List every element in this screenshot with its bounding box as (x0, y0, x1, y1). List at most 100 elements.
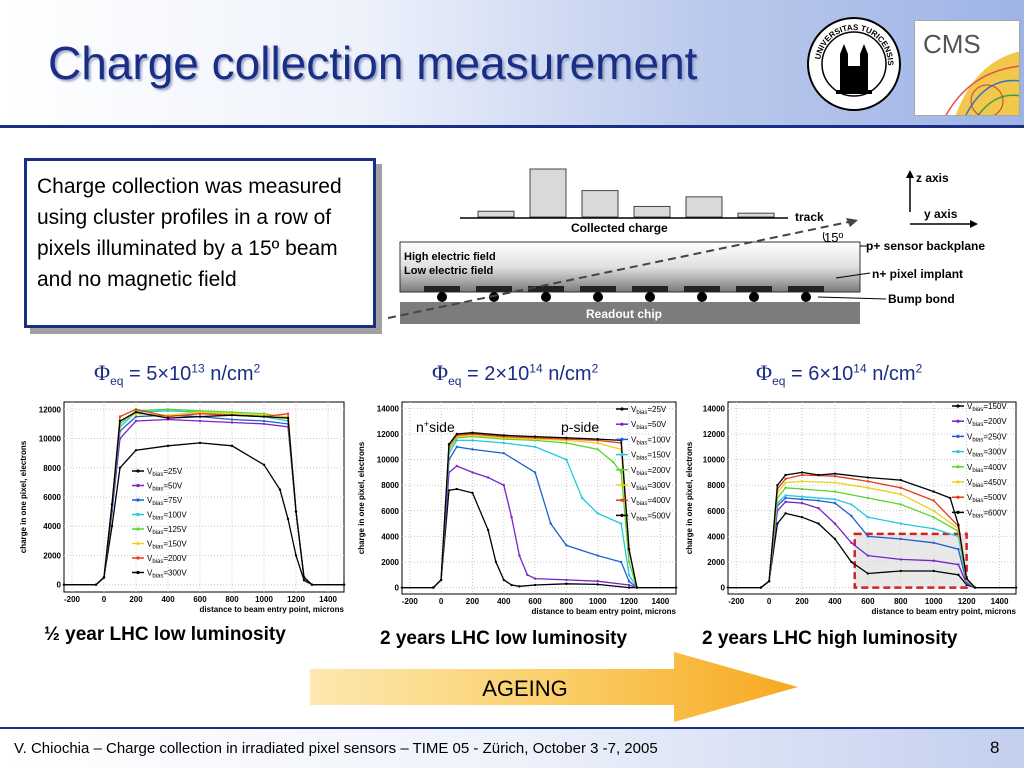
x-tick-label: 600 (528, 597, 542, 606)
x-tick-label: 200 (795, 597, 809, 606)
series-point (262, 463, 266, 467)
y-tick-label: 8000 (707, 481, 725, 490)
series-point (784, 481, 787, 484)
x-axis-title: distance to beam entry point, microns (872, 607, 1017, 616)
y-axis-title: charge in one pixel, electrons (19, 440, 28, 553)
series-point (627, 573, 631, 576)
series-point (899, 537, 902, 541)
legend-marker (956, 450, 960, 454)
series-point (302, 576, 306, 579)
series-point (494, 560, 498, 564)
x-tick-label: 1200 (620, 597, 638, 606)
series-point (620, 471, 623, 474)
series-point (262, 422, 266, 426)
x-tick-label: 800 (225, 595, 239, 604)
series-point (850, 541, 853, 544)
series-point (800, 473, 804, 477)
legend-marker (136, 541, 140, 546)
series-point (866, 572, 870, 575)
series-point (565, 441, 568, 445)
series-point (502, 441, 505, 445)
series-point (565, 582, 568, 585)
series-point (110, 525, 114, 528)
series-point (850, 503, 853, 506)
legend-label: Vbias=250V (967, 432, 1007, 443)
legend-label: Vbias=150V (967, 402, 1007, 413)
series-point (759, 586, 763, 589)
series-point (230, 421, 234, 424)
x-tick-label: 0 (102, 595, 107, 604)
y-tick-label: 0 (395, 584, 400, 593)
z-axis-label: z axis (916, 171, 949, 185)
series-point (286, 412, 290, 415)
y-axis-label: y axis (924, 207, 958, 221)
series-point (134, 408, 138, 411)
legend-marker (956, 419, 960, 423)
x-tick-label: 400 (161, 595, 175, 604)
series-point (726, 586, 730, 589)
x-tick-label: 1200 (958, 597, 976, 606)
y-tick-label: 0 (721, 584, 726, 593)
series-point (932, 559, 935, 562)
legend-label: Vbias=300V (967, 448, 1007, 459)
y-tick-label: 6000 (707, 507, 725, 516)
series-point (447, 443, 451, 446)
series-point (932, 509, 935, 512)
series-point (286, 517, 290, 521)
series-point (533, 583, 537, 587)
series-line (728, 471, 1016, 589)
x-tick-label: 0 (439, 597, 444, 606)
y-axis-title: charge in one pixel, electrons (357, 441, 366, 554)
legend-label: Vbias=400V (967, 463, 1007, 474)
series-point (899, 486, 902, 489)
y-axis-title: charge in one pixel, electrons (685, 441, 694, 554)
series-point (948, 496, 952, 500)
series-point (932, 516, 935, 519)
series-point (533, 471, 537, 474)
series-point (932, 527, 935, 530)
series-point (635, 586, 639, 589)
series-point (166, 408, 170, 411)
series-point (486, 476, 490, 479)
legend-marker (956, 465, 960, 469)
legend-label: Vbias=100V (147, 511, 187, 522)
pixel-implants (424, 286, 824, 292)
series-point (455, 445, 458, 448)
series-point (784, 496, 787, 500)
x-tick-label: 400 (497, 597, 511, 606)
ageing-label: AGEING (482, 676, 568, 701)
legend-label: Vbias=50V (147, 482, 183, 493)
y-tick-label: 2000 (707, 558, 725, 567)
y-tick-label: 4000 (707, 532, 725, 541)
series-point (134, 411, 138, 414)
legend-label: Vbias=150V (631, 451, 671, 462)
series-point (294, 554, 298, 557)
x-tick-label: -200 (402, 597, 419, 606)
implant-label: n+ pixel implant (872, 267, 963, 281)
series-point (471, 491, 474, 495)
series-point (510, 583, 513, 587)
track-line (388, 219, 859, 319)
legend-label: Vbias=200V (147, 554, 187, 565)
legend-marker (620, 422, 624, 426)
caption-half-year: ½ year LHC low luminosity (44, 624, 286, 645)
series-point (110, 503, 114, 506)
charge-plot-6e14: -200 0 200 400 600 800 1000 1200 140002000400060… (685, 401, 1018, 616)
x-tick-label: 600 (193, 595, 207, 604)
series-point (166, 416, 170, 420)
legend-label: Vbias=25V (631, 405, 667, 416)
series-point (965, 577, 968, 580)
y-tick-label: 12000 (377, 430, 400, 439)
series-point (533, 577, 537, 580)
x-tick-label: 1400 (991, 597, 1009, 606)
collected-charge-bar (685, 196, 723, 218)
series-point (833, 498, 837, 501)
legend-label: Vbias=300V (147, 569, 187, 580)
high-field-label: High electric field (404, 251, 496, 263)
footer-divider (0, 727, 1024, 729)
series-point (596, 580, 599, 583)
university-seal-logo: UNIVERSITAS TURICENSIS MDCCCXXXIII (806, 14, 901, 111)
series-point (134, 415, 138, 418)
caption-two-years-high: 2 years LHC high luminosity (702, 628, 958, 649)
legend-marker (620, 468, 624, 472)
